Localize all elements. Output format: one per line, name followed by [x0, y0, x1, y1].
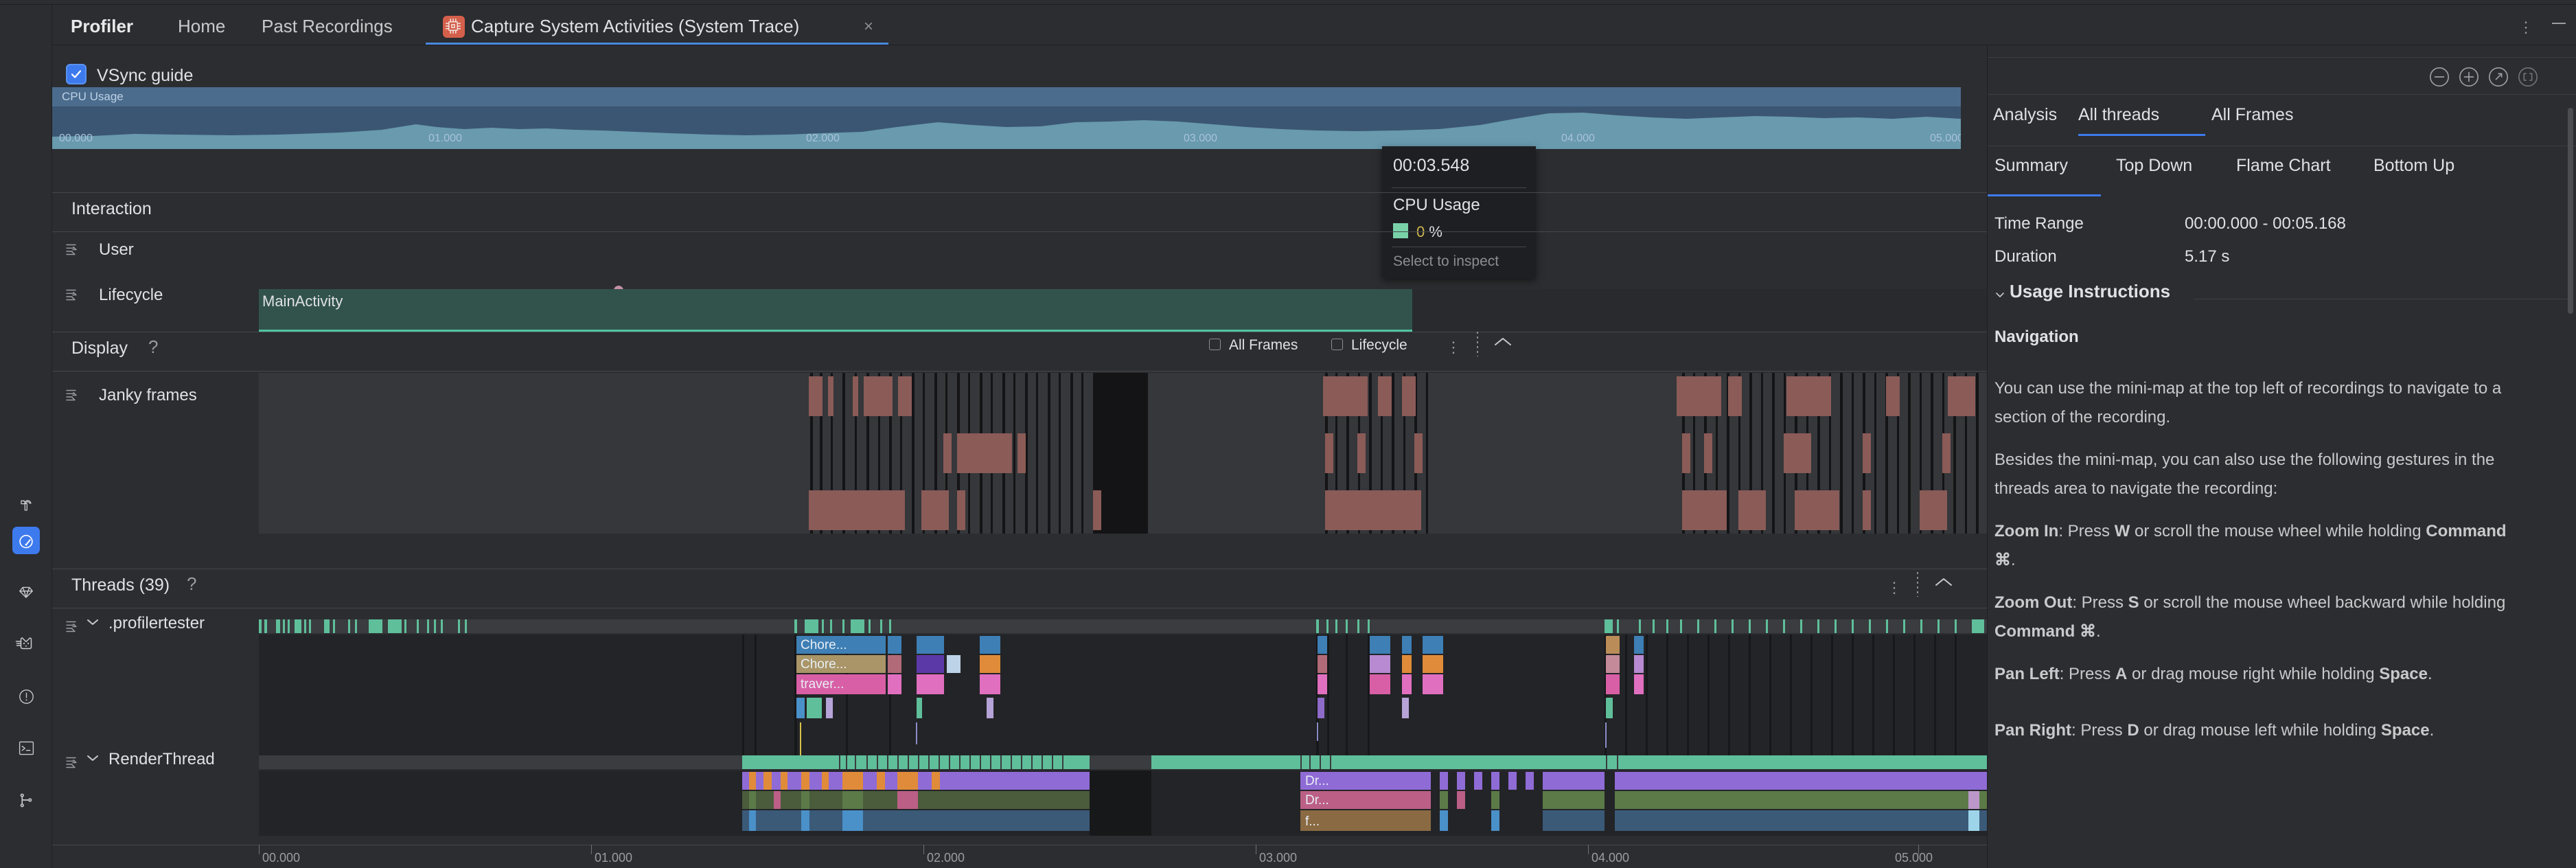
svg-text:Chore...: Chore... — [801, 657, 847, 672]
svg-text:Dr...: Dr... — [1305, 774, 1329, 788]
svg-text:traver...: traver... — [801, 677, 844, 692]
svg-text:Chore...: Chore... — [801, 638, 847, 652]
svg-text:Dr...: Dr... — [1305, 793, 1329, 808]
svg-text:f...: f... — [1305, 814, 1320, 829]
